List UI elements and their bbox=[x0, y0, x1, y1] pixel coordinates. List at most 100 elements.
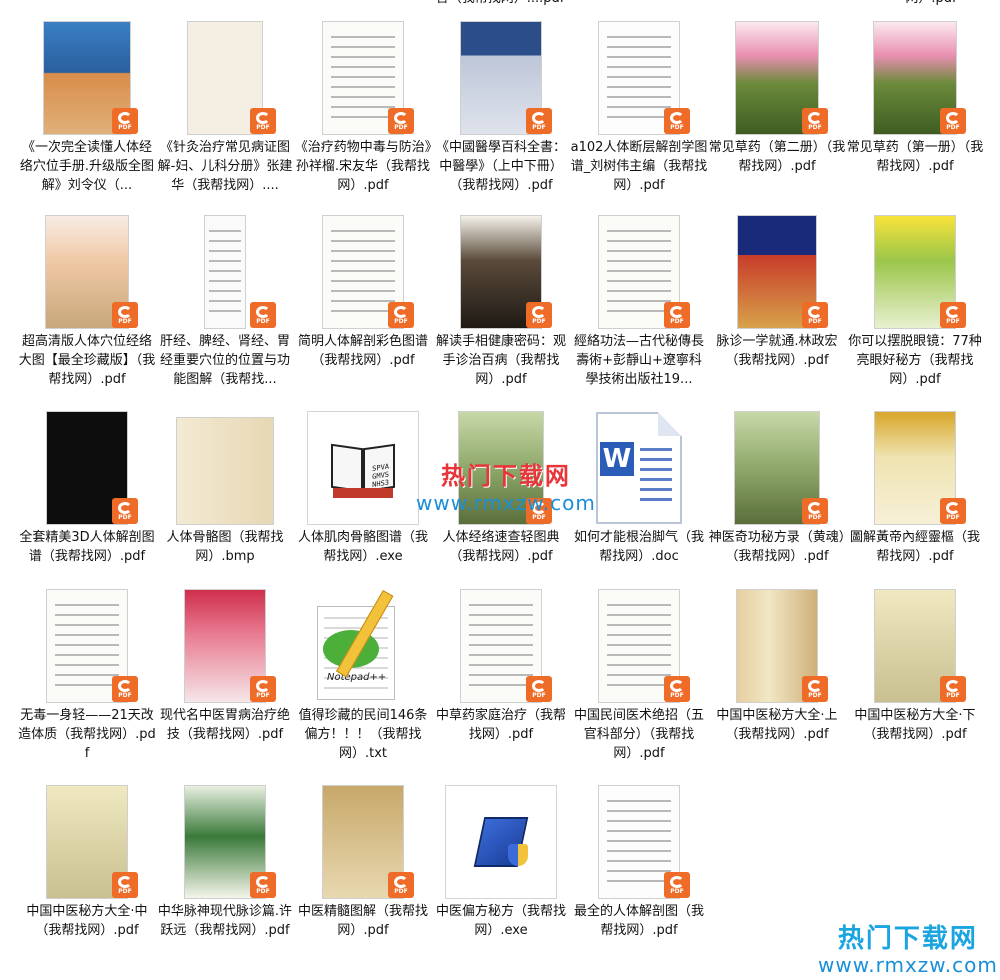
file-name[interactable]: 常见草药（第一册）（我帮找网）.pdf bbox=[846, 140, 984, 174]
file-name[interactable]: 现代名中医胃病治疗绝技（我帮找网）.pdf bbox=[159, 708, 290, 742]
file-thumbnail[interactable]: PDF bbox=[442, 18, 560, 134]
file-name[interactable]: a102人体断层解剖学图谱_刘树伟主编（我帮找网）.pdf bbox=[570, 140, 708, 193]
file-thumbnail[interactable]: PDF bbox=[718, 408, 836, 524]
file-name[interactable]: 中医精髓图解（我帮找网）.pdf bbox=[297, 904, 428, 938]
file-thumbnail[interactable]: PDF bbox=[718, 18, 836, 134]
file-item[interactable]: PDF 现代名中医胃病治疗绝技（我帮找网）.pdf bbox=[156, 586, 294, 782]
file-thumbnail[interactable]: PDF bbox=[580, 782, 698, 898]
file-item[interactable]: PDF a102人体断层解剖学图谱_刘树伟主编（我帮找网）.pdf bbox=[570, 18, 708, 214]
file-name[interactable]: 简明人体解剖彩色图谱（我帮找网）.pdf bbox=[297, 334, 428, 368]
file-item[interactable]: PDF 經絡功法—古代秘傳長壽術+彭靜山+遼寧科學技術出版社19... bbox=[570, 212, 708, 408]
file-label-partial[interactable]: 网）.pdf bbox=[862, 0, 1000, 8]
file-thumbnail[interactable]: PDF bbox=[166, 782, 284, 898]
file-thumbnail[interactable]: PDF bbox=[28, 586, 146, 702]
file-name[interactable]: 最全的人体解剖图（我帮找网）.pdf bbox=[573, 904, 704, 938]
file-item[interactable]: PDF 中国民间医术绝招（五官科部分）（我帮找网）.pdf bbox=[570, 586, 708, 782]
file-label-partial[interactable]: 言（我帮找网）....pdf bbox=[420, 0, 580, 8]
file-thumbnail[interactable]: PDF bbox=[28, 408, 146, 524]
file-item[interactable]: PDF 脉诊一学就通.林政宏（我帮找网）.pdf bbox=[708, 212, 846, 408]
file-thumbnail[interactable]: PDF bbox=[28, 212, 146, 328]
file-name[interactable]: 解读手相健康密码：观手诊治百病（我帮找网）.pdf bbox=[435, 334, 566, 387]
file-name[interactable]: 中草药家庭治疗（我帮找网）.pdf bbox=[435, 708, 566, 742]
file-item[interactable]: SPVA GMVS NHS3 人体肌肉骨骼图谱（我帮找网）.exe bbox=[294, 408, 432, 604]
file-item[interactable]: PDF 《一次完全读懂人体经络穴位手册.升级版全图解》刘令仪（... bbox=[18, 18, 156, 214]
file-item[interactable]: 中医偏方秘方（我帮找网）.exe bbox=[432, 782, 570, 978]
file-thumbnail[interactable]: PDF bbox=[856, 212, 974, 328]
file-thumbnail[interactable]: PDF bbox=[28, 18, 146, 134]
file-thumbnail[interactable]: PDF bbox=[166, 586, 284, 702]
file-thumbnail[interactable]: SPVA GMVS NHS3 bbox=[304, 408, 422, 524]
file-item[interactable]: PDF 最全的人体解剖图（我帮找网）.pdf bbox=[570, 782, 708, 978]
file-item[interactable]: Notepad++ 值得珍藏的民间146条偏方！！！（我帮找网）.txt bbox=[294, 586, 432, 782]
file-name[interactable]: 中国民间医术绝招（五官科部分）（我帮找网）.pdf bbox=[573, 708, 704, 761]
file-name[interactable]: 《一次完全读懂人体经络穴位手册.升级版全图解》刘令仪（... bbox=[19, 140, 155, 193]
file-thumbnail[interactable]: PDF bbox=[856, 18, 974, 134]
file-thumbnail[interactable]: PDF bbox=[304, 18, 422, 134]
file-item[interactable]: PDF 你可以摆脱眼镜：77种亮眼好秘方（我帮找网）.pdf bbox=[846, 212, 984, 408]
file-thumbnail[interactable]: PDF bbox=[166, 212, 284, 328]
file-item[interactable]: PDF 《中國醫學百科全書：中醫學》（上中下冊）（我帮找网）.pdf bbox=[432, 18, 570, 214]
file-name[interactable]: 常见草药（第二册）（我帮找网）.pdf bbox=[708, 140, 846, 174]
file-thumbnail[interactable]: PDF bbox=[304, 212, 422, 328]
file-item[interactable]: W 如何才能根治脚气（我帮找网）.doc bbox=[570, 408, 708, 604]
file-name[interactable]: 中国中医秘方大全·中（我帮找网）.pdf bbox=[26, 904, 148, 938]
file-name[interactable]: 經絡功法—古代秘傳長壽術+彭靜山+遼寧科學技術出版社19... bbox=[573, 334, 704, 387]
file-name[interactable]: 中医偏方秘方（我帮找网）.exe bbox=[435, 904, 566, 938]
file-item[interactable]: PDF 全套精美3D人体解剖图谱（我帮找网）.pdf bbox=[18, 408, 156, 604]
file-thumbnail[interactable]: PDF bbox=[580, 586, 698, 702]
file-name[interactable]: 圖解黃帝內經靈樞（我帮找网）.pdf bbox=[849, 530, 980, 564]
file-thumbnail[interactable]: PDF bbox=[580, 212, 698, 328]
file-item[interactable]: PDF 肝经、脾经、肾经、胃经重要穴位的位置与功能图解（我帮找... bbox=[156, 212, 294, 408]
file-thumbnail[interactable]: PDF bbox=[442, 212, 560, 328]
file-name[interactable]: 《针灸治疗常见病证图解-妇、儿科分册》张建华（我帮找网）.... bbox=[157, 140, 293, 193]
file-name[interactable]: 神医奇功秘方录（黄魂）（我帮找网）.pdf bbox=[708, 530, 846, 564]
file-item[interactable]: PDF 《治疗药物中毒与防治》孙祥榴.宋友华（我帮找网）.pdf bbox=[294, 18, 432, 214]
file-name[interactable]: 全套精美3D人体解剖图谱（我帮找网）.pdf bbox=[19, 530, 155, 564]
file-thumbnail[interactable]: PDF bbox=[166, 18, 284, 134]
file-name[interactable]: 《中國醫學百科全書：中醫學》（上中下冊）（我帮找网）.pdf bbox=[435, 140, 566, 193]
file-item[interactable]: 人体骨骼图（我帮找网）.bmp bbox=[156, 408, 294, 604]
file-item[interactable]: PDF 中国中医秘方大全·上（我帮找网）.pdf bbox=[708, 586, 846, 782]
file-item[interactable]: PDF 中草药家庭治疗（我帮找网）.pdf bbox=[432, 586, 570, 782]
file-item[interactable]: PDF 简明人体解剖彩色图谱（我帮找网）.pdf bbox=[294, 212, 432, 408]
file-item[interactable]: PDF 圖解黃帝內經靈樞（我帮找网）.pdf bbox=[846, 408, 984, 604]
file-name[interactable]: 无毒一身轻——21天改造体质（我帮找网）.pdf bbox=[18, 708, 156, 761]
file-thumbnail[interactable] bbox=[166, 408, 284, 524]
file-item[interactable]: PDF 《针灸治疗常见病证图解-妇、儿科分册》张建华（我帮找网）.... bbox=[156, 18, 294, 214]
file-thumbnail[interactable]: PDF bbox=[442, 408, 560, 524]
file-item[interactable]: PDF 无毒一身轻——21天改造体质（我帮找网）.pdf bbox=[18, 586, 156, 782]
file-item[interactable]: PDF 常见草药（第一册）（我帮找网）.pdf bbox=[846, 18, 984, 214]
file-thumbnail[interactable]: PDF bbox=[28, 782, 146, 898]
file-item[interactable]: PDF 解读手相健康密码：观手诊治百病（我帮找网）.pdf bbox=[432, 212, 570, 408]
file-item[interactable]: PDF 中医精髓图解（我帮找网）.pdf bbox=[294, 782, 432, 978]
file-thumbnail[interactable]: PDF bbox=[718, 586, 836, 702]
file-name[interactable]: 如何才能根治脚气（我帮找网）.doc bbox=[573, 530, 704, 564]
file-name[interactable]: 人体肌肉骨骼图谱（我帮找网）.exe bbox=[297, 530, 428, 564]
file-item[interactable]: PDF 人体经络速查轻图典（我帮找网）.pdf bbox=[432, 408, 570, 604]
file-name[interactable]: 人体经络速查轻图典（我帮找网）.pdf bbox=[442, 530, 560, 564]
file-name[interactable]: 肝经、脾经、肾经、胃经重要穴位的位置与功能图解（我帮找... bbox=[159, 334, 290, 387]
file-item[interactable]: PDF 超高清版人体穴位经络大图【最全珍藏版】（我帮找网）.pdf bbox=[18, 212, 156, 408]
file-thumbnail[interactable]: PDF bbox=[856, 408, 974, 524]
file-name[interactable]: 人体骨骼图（我帮找网）.bmp bbox=[166, 530, 284, 564]
file-item[interactable]: PDF 神医奇功秘方录（黄魂）（我帮找网）.pdf bbox=[708, 408, 846, 604]
file-thumbnail[interactable] bbox=[442, 782, 560, 898]
file-name[interactable]: 超高清版人体穴位经络大图【最全珍藏版】（我帮找网）.pdf bbox=[18, 334, 156, 387]
file-thumbnail[interactable]: PDF bbox=[304, 782, 422, 898]
file-thumbnail[interactable]: W bbox=[580, 408, 698, 524]
file-item[interactable]: PDF 中华脉神现代脉诊篇.许跃远（我帮找网）.pdf bbox=[156, 782, 294, 978]
file-item[interactable]: PDF 中国中医秘方大全·下（我帮找网）.pdf bbox=[846, 586, 984, 782]
file-name[interactable]: 你可以摆脱眼镜：77种亮眼好秘方（我帮找网）.pdf bbox=[848, 334, 982, 387]
file-thumbnail[interactable]: PDF bbox=[718, 212, 836, 328]
file-name[interactable]: 脉诊一学就通.林政宏（我帮找网）.pdf bbox=[716, 334, 838, 368]
file-thumbnail[interactable]: PDF bbox=[442, 586, 560, 702]
file-name[interactable]: 中华脉神现代脉诊篇.许跃远（我帮找网）.pdf bbox=[157, 904, 293, 938]
file-thumbnail[interactable]: PDF bbox=[856, 586, 974, 702]
file-thumbnail[interactable]: PDF bbox=[580, 18, 698, 134]
file-thumbnail[interactable]: Notepad++ bbox=[304, 586, 422, 702]
file-item[interactable]: PDF 中国中医秘方大全·中（我帮找网）.pdf bbox=[18, 782, 156, 978]
file-name[interactable]: 中国中医秘方大全·上（我帮找网）.pdf bbox=[716, 708, 838, 742]
file-name[interactable]: 中国中医秘方大全·下（我帮找网）.pdf bbox=[854, 708, 976, 742]
file-name[interactable]: 值得珍藏的民间146条偏方！！！（我帮找网）.txt bbox=[298, 708, 428, 761]
file-item[interactable]: PDF 常见草药（第二册）（我帮找网）.pdf bbox=[708, 18, 846, 214]
